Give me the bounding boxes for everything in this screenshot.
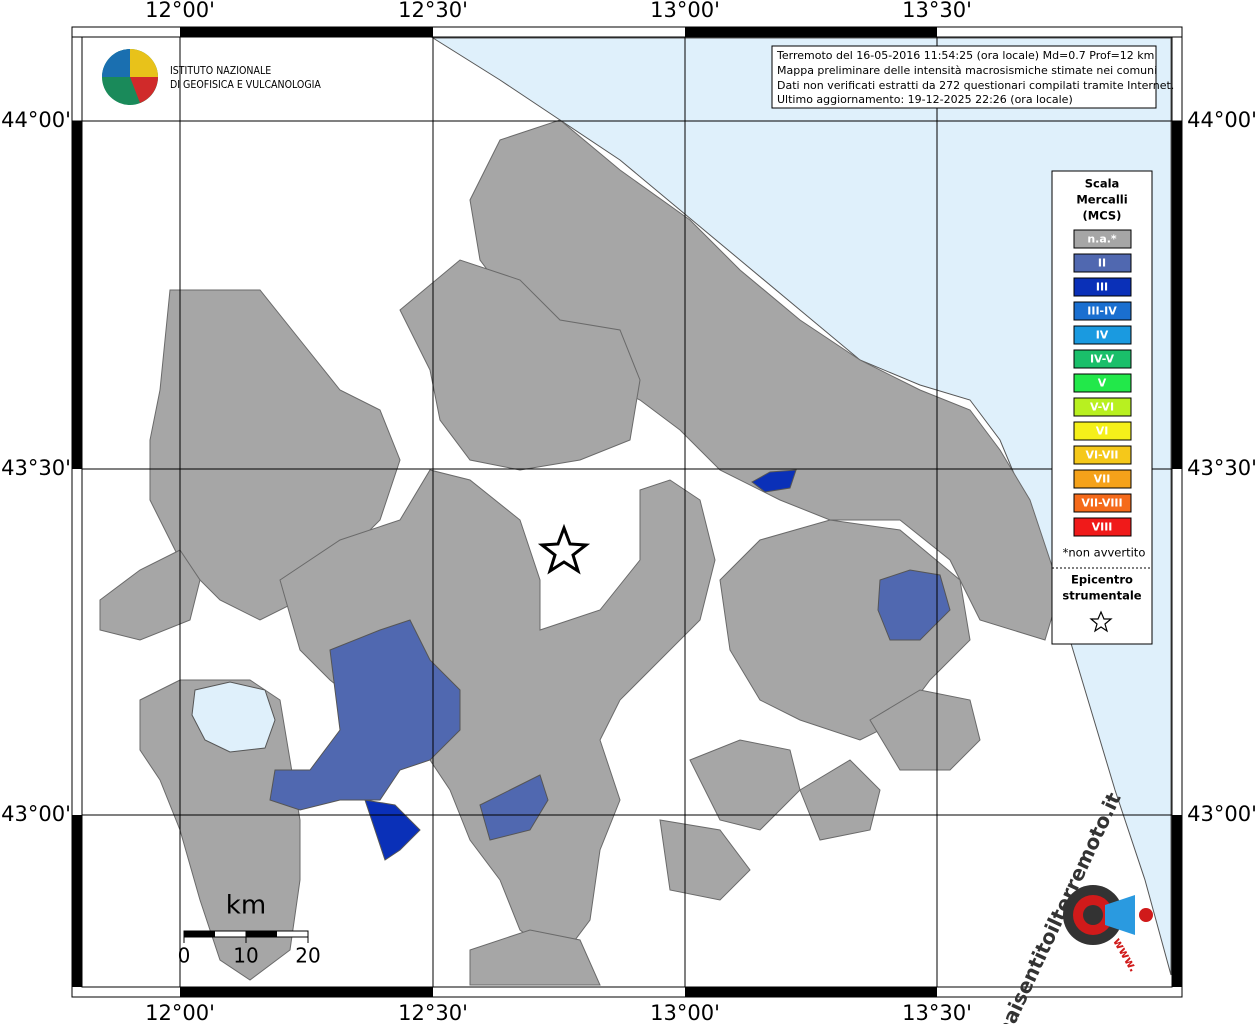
latitude-label: 44°00' [1, 108, 71, 132]
legend-swatch [1073, 397, 1132, 417]
intensity-ii [269, 569, 951, 841]
info-line: Dati non verificati estratti da 272 ques… [777, 79, 1174, 92]
legend-swatch [1073, 349, 1132, 369]
longitude-label: 12°00' [145, 0, 215, 22]
legend-label: II [1098, 257, 1106, 270]
legend-label: III [1096, 281, 1108, 294]
legend-label: VII-VIII [1081, 497, 1122, 510]
municipalities [99, 119, 1061, 986]
longitude-label: 13°30' [902, 0, 972, 22]
legend-swatch [1073, 373, 1132, 393]
scale-tick-label: 20 [295, 944, 320, 968]
legend-footnote: *non avvertito [1063, 546, 1146, 560]
legend-label: VI-VII [1085, 449, 1118, 462]
sea [431, 37, 1172, 976]
legend-swatch [1073, 445, 1132, 465]
institute-line: DI GEOFISICA E VULCANOLOGIA [170, 79, 321, 91]
scale-unit: km [226, 891, 266, 921]
latitude-label: 43°00' [1187, 802, 1255, 826]
longitude-label: 12°30' [398, 1001, 468, 1024]
longitude-label: 12°00' [145, 1001, 215, 1024]
latitude-label: 43°00' [1, 802, 71, 826]
ingv-logo: ISTITUTO NAZIONALE DI GEOFISICA E VULCAN… [102, 49, 321, 105]
longitude-label: 12°30' [398, 0, 468, 22]
legend: ScalaMercalli(MCS)n.a.*IIIIIIII-IVIVIV-V… [1051, 170, 1153, 645]
info-line: Terremoto del 16-05-2016 11:54:25 (ora l… [776, 49, 1154, 62]
legend-label: VI [1096, 425, 1109, 438]
legend-label: IV-V [1090, 353, 1115, 366]
scale-tick-label: 0 [178, 944, 191, 968]
legend-title: Scala [1085, 177, 1120, 191]
longitude-label: 13°30' [902, 1001, 972, 1024]
info-line: Ultimo aggiornamento: 19-12-2025 22:26 (… [777, 93, 1073, 106]
legend-swatch [1073, 493, 1132, 513]
legend-swatch [1073, 325, 1132, 345]
info-line: Mappa preliminare delle intensità macros… [777, 64, 1157, 77]
legend-label: IV [1096, 329, 1109, 342]
legend-swatch [1073, 253, 1132, 273]
legend-swatch [1073, 421, 1132, 441]
grid [82, 37, 1172, 987]
longitude-label: 13°00' [650, 0, 720, 22]
latitude-label: 43°30' [1187, 456, 1255, 480]
legend-title: (MCS) [1083, 209, 1122, 223]
legend-swatch [1073, 469, 1132, 489]
legend-swatch [1073, 277, 1132, 297]
legend-label: VII [1094, 473, 1111, 486]
epicenter-label: Epicentro [1071, 573, 1133, 587]
info-box: Terremoto del 16-05-2016 11:54:25 (ora l… [771, 45, 1174, 109]
institute-line: ISTITUTO NAZIONALE [170, 65, 271, 77]
legend-label: V [1098, 377, 1107, 390]
legend-swatch [1073, 301, 1132, 321]
legend-swatch [1073, 517, 1132, 537]
legend-label: n.a.* [1087, 233, 1117, 246]
latitude-label: 43°30' [1, 456, 71, 480]
longitude-label: 13°00' [650, 1001, 720, 1024]
latitude-label: 44°00' [1187, 108, 1255, 132]
lake [191, 681, 276, 753]
epicenter-star [537, 523, 591, 575]
scale-tick-label: 10 [233, 944, 258, 968]
legend-swatch [1073, 229, 1132, 249]
legend-label: VIII [1092, 521, 1113, 534]
epicenter-label: strumentale [1062, 589, 1141, 603]
legend-label: III-IV [1087, 305, 1117, 318]
legend-label: V-VI [1090, 401, 1114, 414]
legend-title: Mercalli [1076, 193, 1127, 207]
